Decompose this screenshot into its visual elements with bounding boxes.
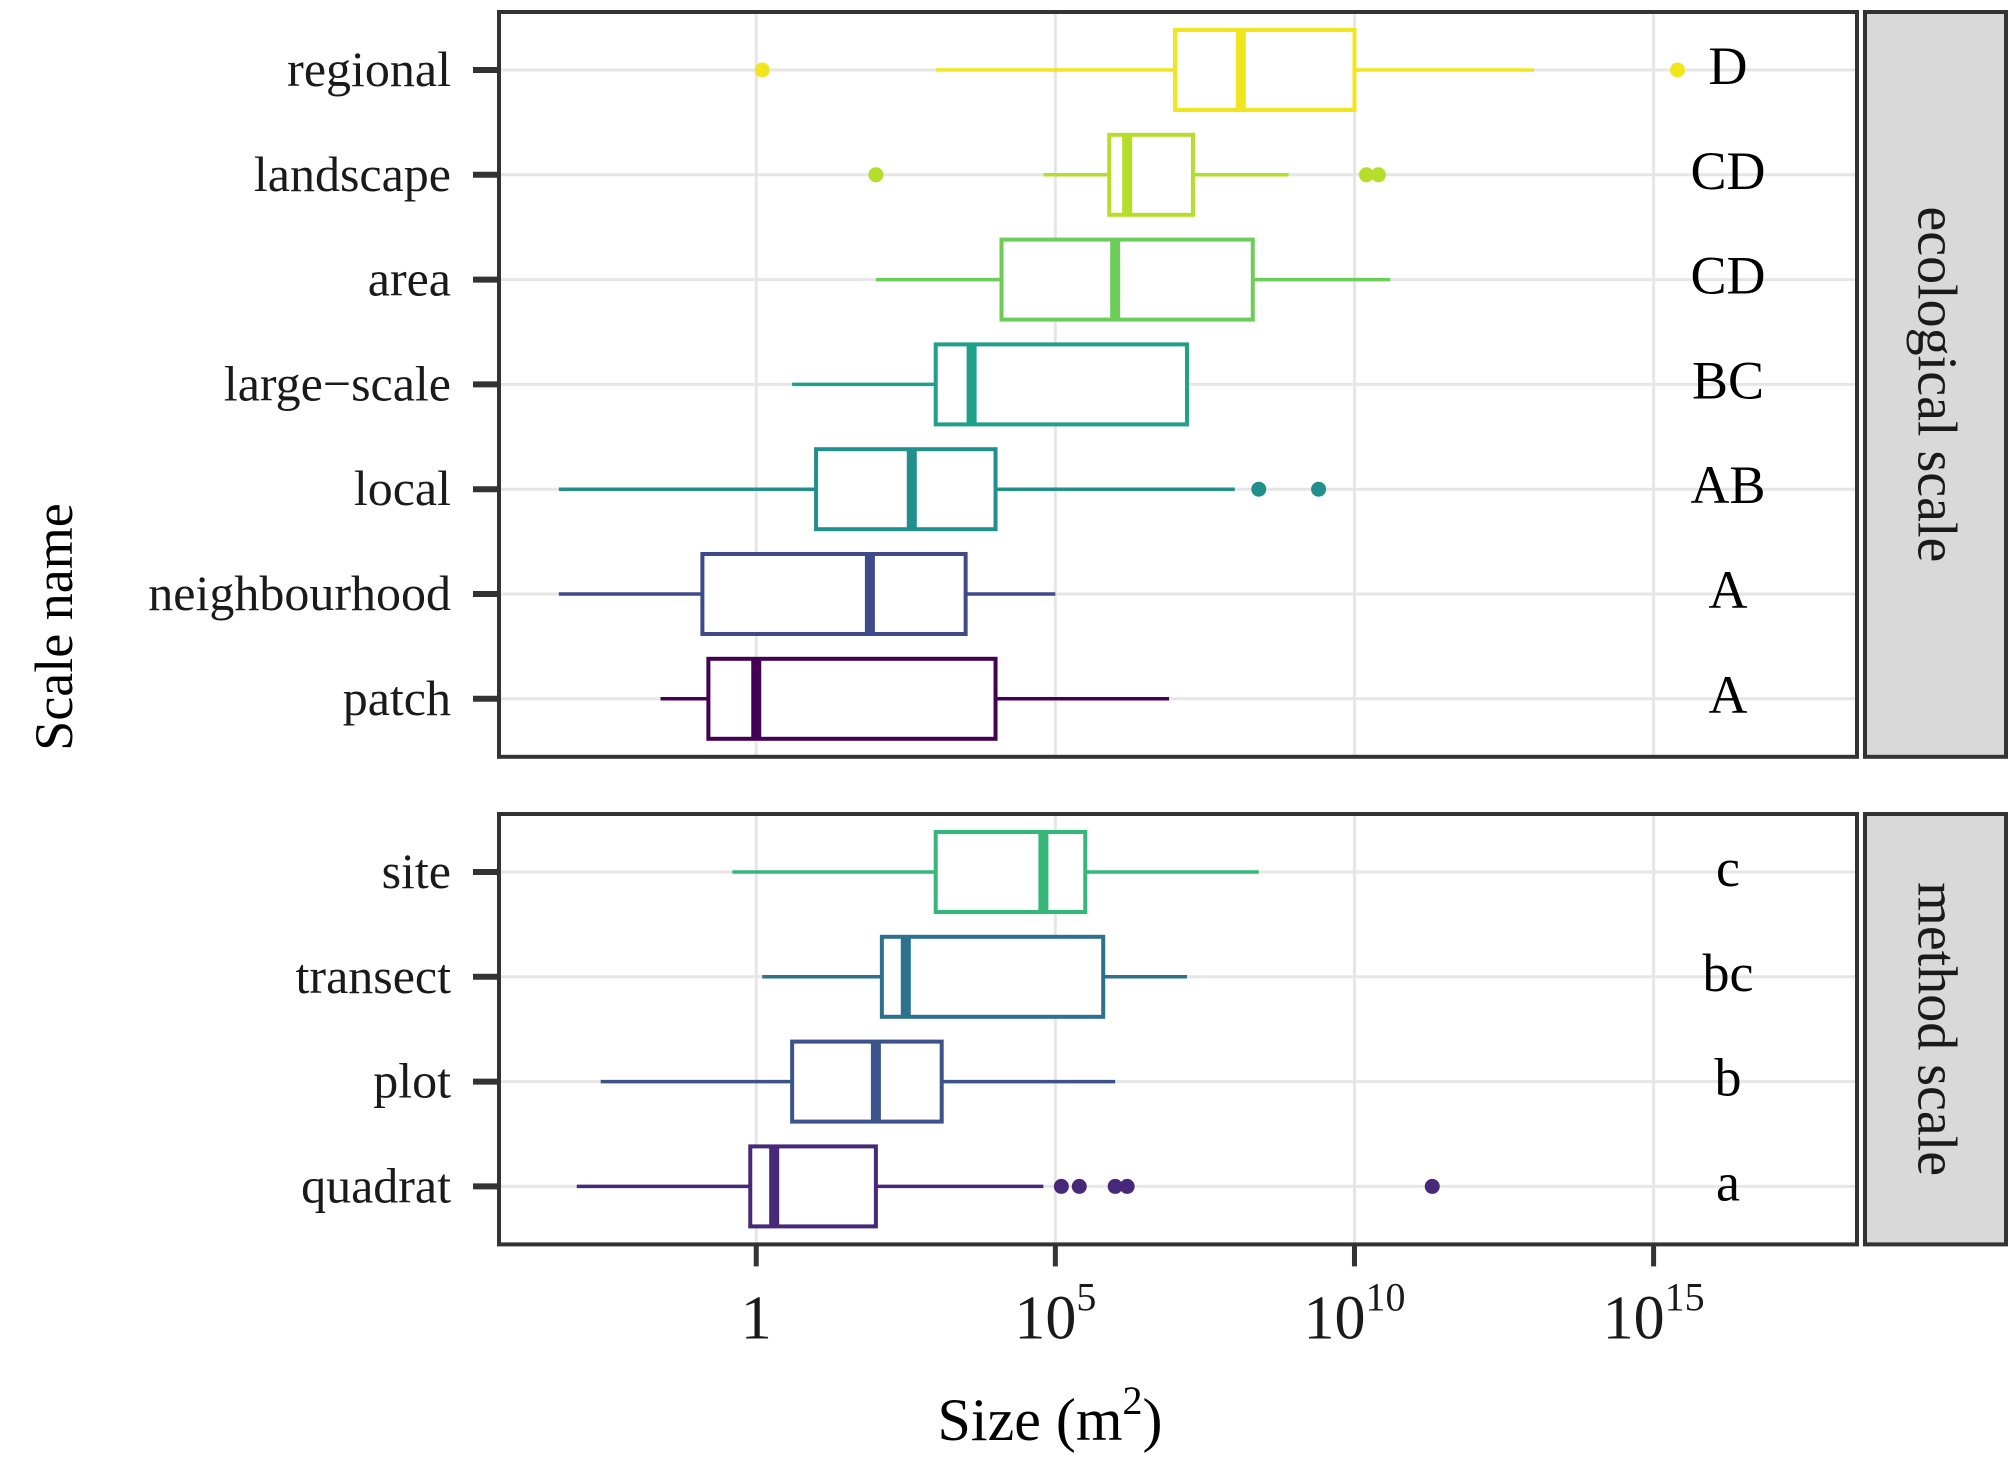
box-iqr <box>933 830 1088 914</box>
box-site: site c <box>382 830 1857 914</box>
y-tick-label: landscape <box>254 146 451 202</box>
box-landscape: landscape CD <box>254 132 1857 217</box>
strip-background <box>1863 10 2008 759</box>
y-tick-label: neighbourhood <box>148 565 451 621</box>
outlier-point <box>1071 1178 1087 1194</box>
outlier-point <box>1370 167 1386 183</box>
y-tick-label: large−scale <box>224 355 451 411</box>
significance-letter: CD <box>1690 141 1765 201</box>
x-tick-label-base: 10 <box>1014 1284 1076 1352</box>
y-tick-label: patch <box>343 670 451 726</box>
outlier-point <box>1311 481 1327 497</box>
y-tick-label: local <box>354 460 451 516</box>
panel-method-scale: site c transect bc plot b quadrat a method scale <box>296 812 2008 1247</box>
box-regional: regional D <box>287 28 1857 112</box>
box-neighbourhood: neighbourhood A <box>148 552 1857 636</box>
x-axis-title-close: ) <box>1142 1387 1162 1453</box>
x-tick-label: 105 <box>1014 1274 1096 1352</box>
box-iqr <box>1173 28 1357 112</box>
significance-letter: bc <box>1703 943 1754 1003</box>
significance-letter: a <box>1716 1152 1740 1212</box>
y-axis-title: Scale name <box>24 503 84 750</box>
y-tick-label: area <box>368 251 451 307</box>
outlier-point <box>868 167 884 183</box>
x-axis-title: Size (m2) <box>938 1378 1163 1453</box>
box-large−scale: large−scale BC <box>224 342 1857 427</box>
box-iqr <box>879 934 1106 1019</box>
outlier-point <box>1670 62 1686 78</box>
x-tick-label: 1015 <box>1603 1274 1705 1352</box>
y-tick-label: site <box>382 843 451 899</box>
panel-border <box>497 812 1859 1247</box>
x-tick-label-exponent: 10 <box>1365 1274 1405 1319</box>
box-iqr <box>999 237 1255 322</box>
box-quadrat: quadrat a <box>301 1144 1857 1229</box>
panel-border <box>497 10 1859 759</box>
significance-letter: AB <box>1690 455 1765 515</box>
outlier-point <box>1251 481 1267 497</box>
x-tick-label: 1010 <box>1303 1274 1405 1352</box>
significance-letter: D <box>1709 36 1748 96</box>
y-tick-label: plot <box>373 1053 451 1109</box>
x-tick-label-base: 1 <box>741 1284 772 1352</box>
strip-background <box>1863 812 2008 1247</box>
significance-letter: BC <box>1692 350 1764 410</box>
outlier-point <box>1107 1178 1123 1194</box>
box-patch: patch A <box>343 656 1857 741</box>
significance-letter: b <box>1715 1048 1742 1108</box>
box-iqr <box>700 552 968 636</box>
outlier-point <box>1053 1178 1069 1194</box>
x-tick-label-base: 10 <box>1303 1284 1365 1352</box>
y-tick-label: regional <box>287 41 451 97</box>
x-axis: 1 105 1010 1015 <box>741 1244 1705 1352</box>
x-tick-label: 1 <box>741 1284 772 1352</box>
outlier-point <box>1358 167 1374 183</box>
y-tick-label: transect <box>296 948 452 1004</box>
box-iqr <box>933 342 1189 427</box>
significance-letter: A <box>1709 560 1748 620</box>
strip-label: ecological scale <box>1906 206 1968 562</box>
box-iqr <box>748 1144 878 1229</box>
outlier-point <box>754 62 770 78</box>
y-tick-label: quadrat <box>301 1157 451 1213</box>
x-axis-title-main: Size (m <box>938 1387 1123 1453</box>
x-tick-label-exponent: 15 <box>1665 1274 1705 1319</box>
x-tick-label-base: 10 <box>1603 1284 1665 1352</box>
box-iqr <box>814 447 998 532</box>
box-area: area CD <box>368 237 1857 322</box>
box-plot: plot b <box>373 1039 1857 1124</box>
x-axis-title-superscript: 2 <box>1122 1378 1142 1423</box>
box-iqr <box>1107 132 1195 217</box>
x-tick-label-exponent: 5 <box>1076 1274 1096 1319</box>
box-transect: transect bc <box>296 934 1857 1019</box>
significance-letter: c <box>1716 838 1740 898</box>
outlier-point <box>1119 1178 1135 1194</box>
significance-letter: A <box>1709 665 1748 725</box>
strip-label: method scale <box>1906 882 1968 1176</box>
significance-letter: CD <box>1690 246 1765 306</box>
outlier-point <box>1424 1178 1440 1194</box>
panel-background <box>499 814 1857 1245</box>
box-iqr <box>790 1039 944 1124</box>
box-local: local AB <box>354 447 1857 532</box>
